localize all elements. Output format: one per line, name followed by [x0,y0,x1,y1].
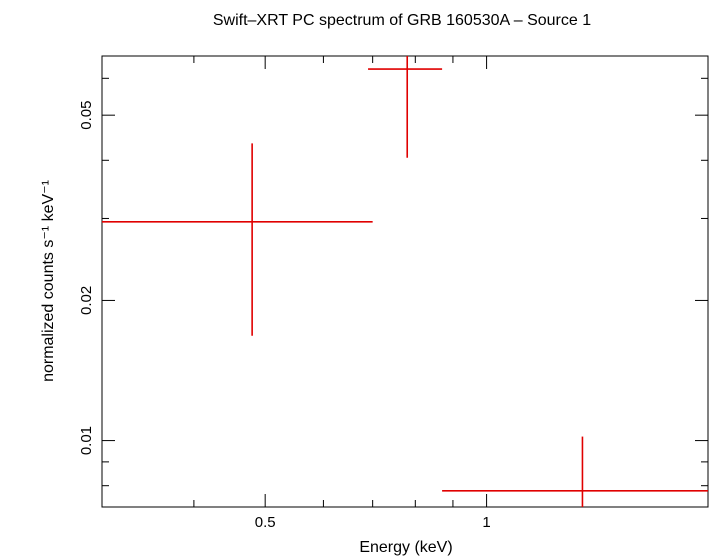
x-tick-label: 1 [482,514,490,531]
tick-labels: 0.5 1 0.01 0.02 0.05 [78,101,491,531]
y-tick-label: 0.01 [78,426,95,455]
y-tick-label: 0.02 [78,286,95,315]
plot-frame [101,55,709,508]
data-point [102,143,373,336]
x-axis-label: Energy (keV) [359,539,452,556]
data-point [368,56,443,158]
chart-title: Swift–XRT PC spectrum of GRB 160530A – S… [213,12,591,29]
data-point [442,436,708,507]
axis-ticks [101,56,709,507]
y-tick-label: 0.05 [78,101,95,130]
data-points [102,56,708,507]
y-axis-label: normalized counts s⁻¹ keV⁻¹ [40,180,57,382]
x-tick-label: 0.5 [255,514,276,531]
